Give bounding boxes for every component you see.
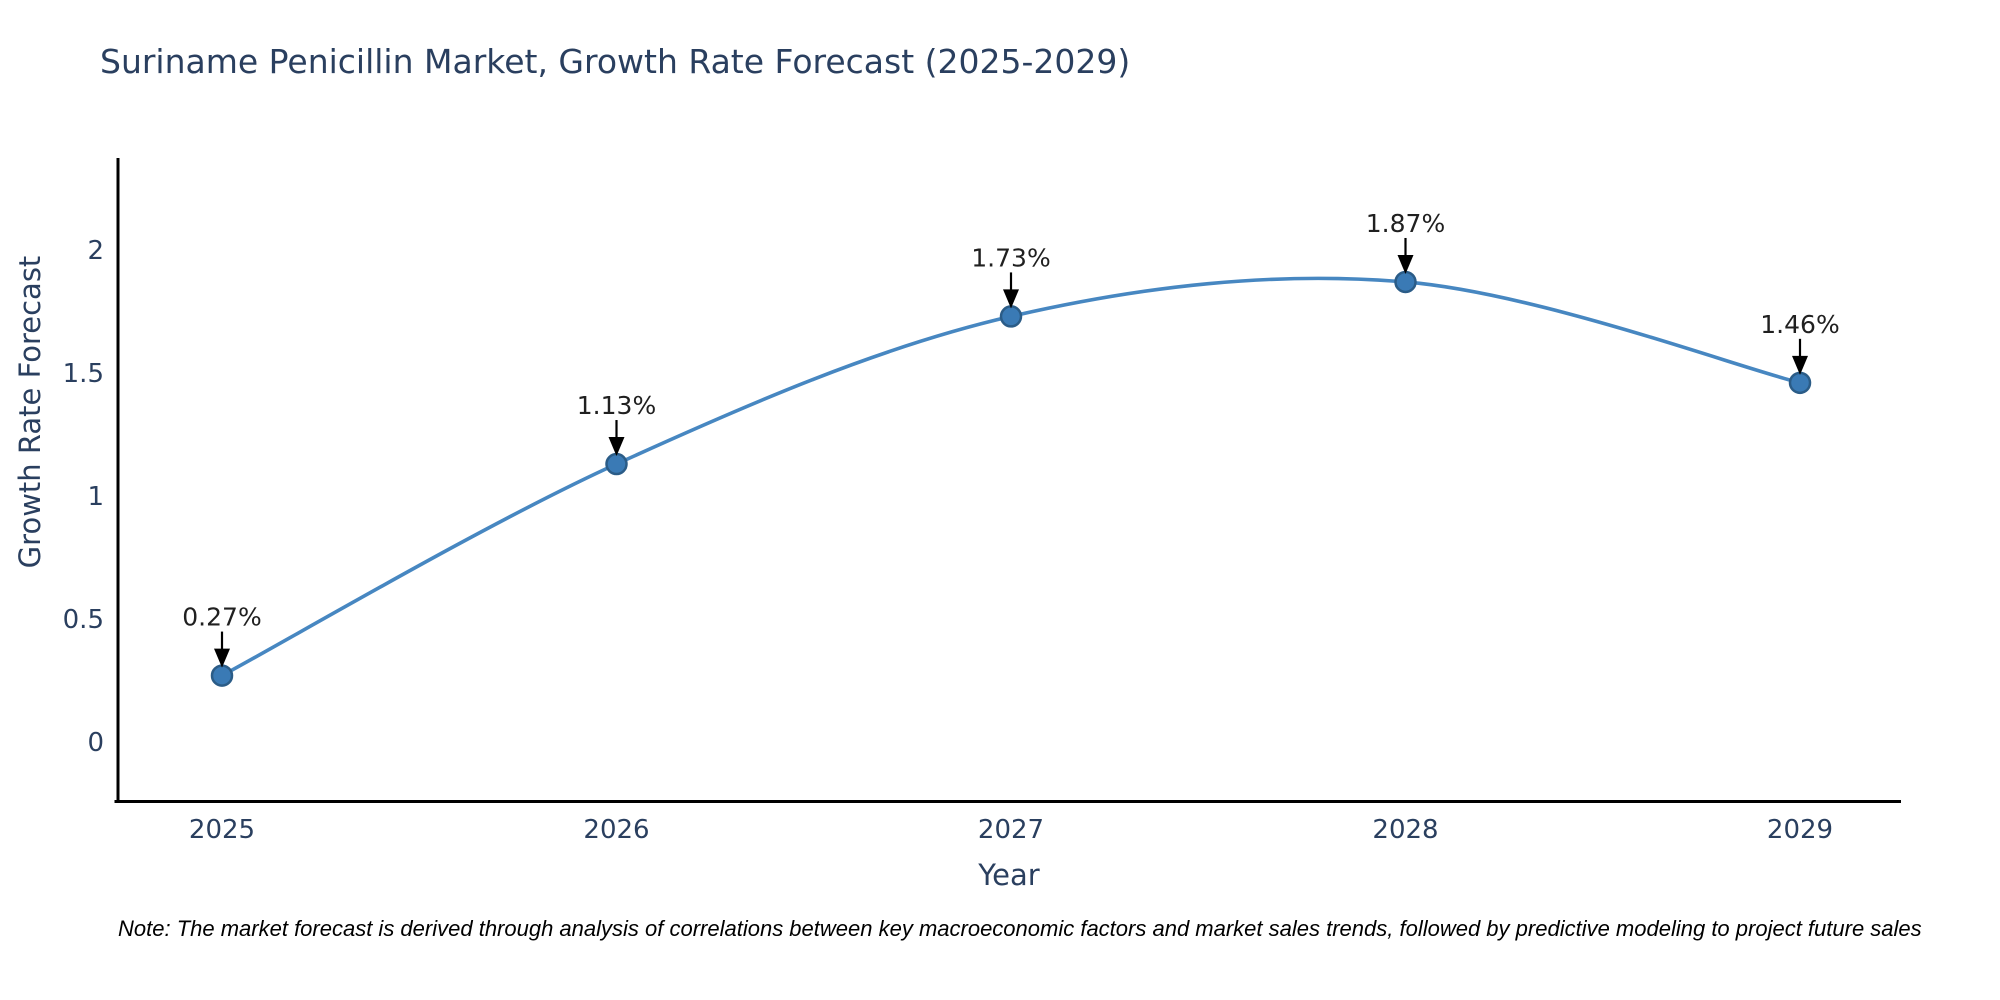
annotation-arrow-head	[1792, 355, 1808, 375]
x-tick-label: 2029	[1767, 815, 1833, 845]
y-tick-label: 0	[87, 728, 104, 758]
x-tick-label: 2027	[978, 815, 1044, 845]
data-point-label: 1.46%	[1760, 310, 1839, 339]
y-tick-label: 0.5	[63, 605, 104, 635]
footnote-text: Note: The market forecast is derived thr…	[118, 916, 1922, 941]
chart-title: Suriname Penicillin Market, Growth Rate …	[100, 42, 1131, 81]
data-point-marker	[210, 664, 234, 687]
data-point-marker	[1394, 270, 1417, 294]
data-point-label: 0.27%	[182, 603, 261, 632]
x-axis-title: Year	[978, 858, 1040, 892]
annotation-arrow-head	[1397, 254, 1414, 274]
annotation-arrow-head	[214, 648, 230, 668]
data-point-marker	[605, 452, 628, 476]
y-tick-label: 1	[87, 482, 104, 512]
x-tick-label: 2028	[1372, 815, 1438, 845]
data-point-label: 1.87%	[1366, 209, 1445, 238]
data-point-label: 1.13%	[577, 391, 656, 420]
y-tick-label: 2	[87, 236, 104, 266]
x-tick-label: 2026	[583, 815, 649, 845]
annotation-arrow-head	[608, 437, 625, 457]
x-tick-label: 2025	[189, 815, 255, 845]
data-point-marker	[999, 305, 1023, 328]
y-tick-label: 1.5	[63, 359, 104, 389]
data-point-marker	[1788, 371, 1812, 395]
data-point-label: 1.73%	[971, 243, 1050, 272]
annotation-arrow-head	[1003, 289, 1019, 309]
forecast-line	[221, 276, 1801, 678]
